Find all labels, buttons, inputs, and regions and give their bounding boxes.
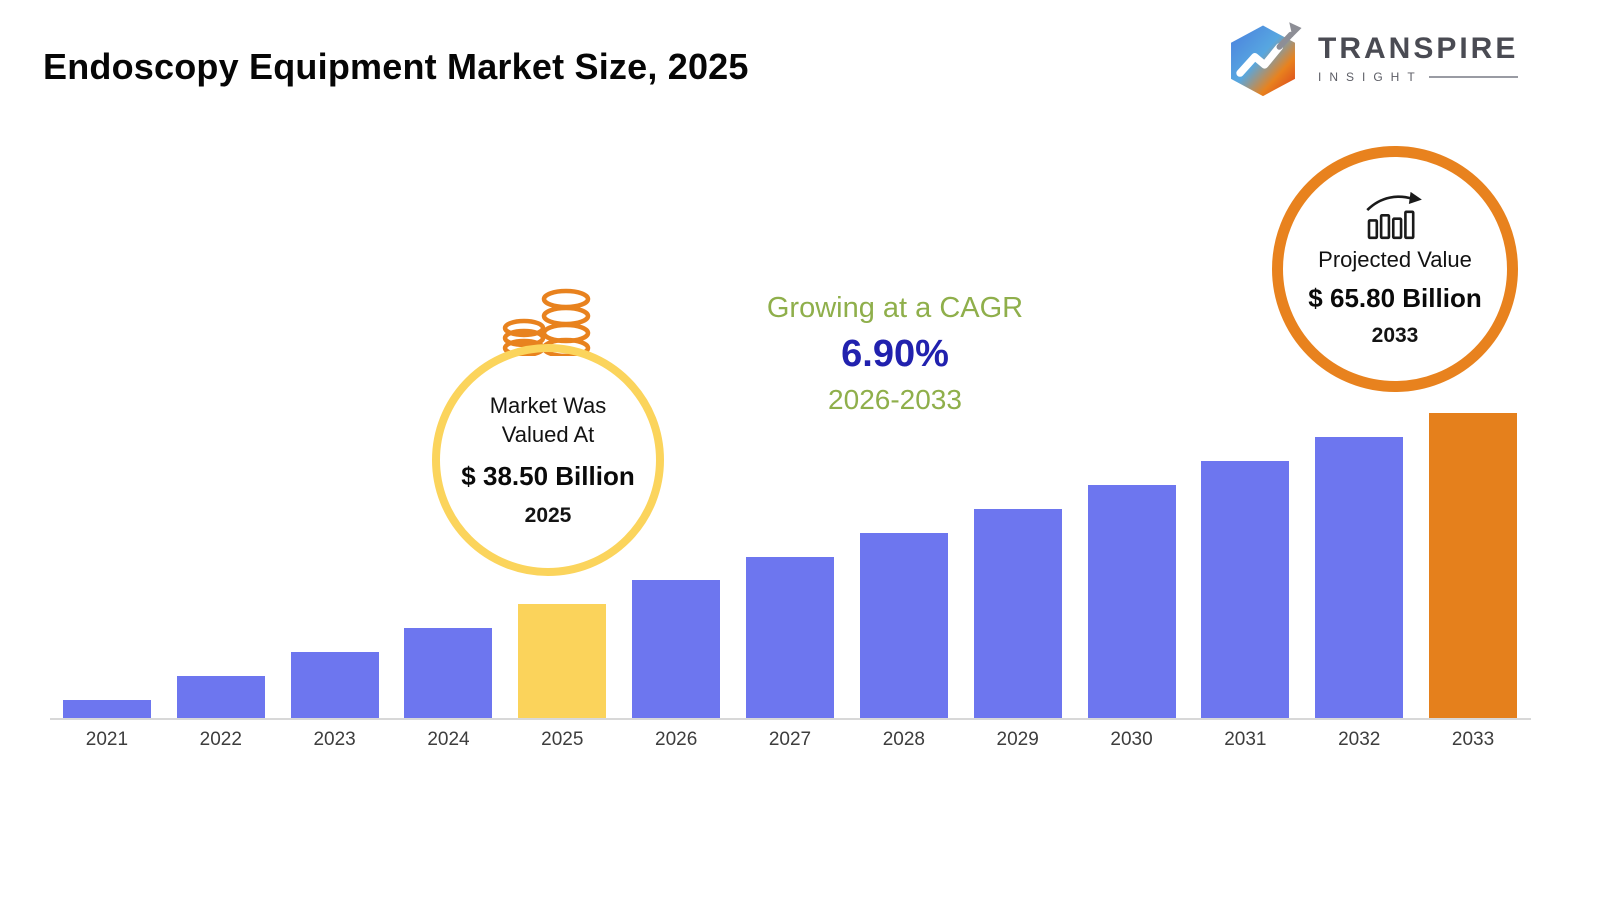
valuation-caption-line1: Market Was: [489, 392, 607, 418]
x-tick-2022: 2022: [199, 729, 242, 750]
bar-2031: [1201, 460, 1290, 718]
bar-2029: [973, 508, 1062, 718]
bar-2022: [176, 676, 265, 718]
cagr-caption: Growing at a CAGR: [766, 292, 1024, 324]
projection-amount: $ 65.80 Billion: [1308, 282, 1482, 313]
page-title: Endoscopy Equipment Market Size, 2025: [43, 46, 749, 87]
valuation-year: 2025: [524, 504, 572, 528]
x-tick-2029: 2029: [996, 729, 1039, 750]
bar-column-2030: [1075, 413, 1189, 718]
projection-label: Projected Value: [1318, 246, 1472, 272]
x-axis-labels: 2021 2022 2023 2024 2025 2026 2027 2028 2029 2030…: [50, 729, 1530, 751]
bar-2024: [404, 628, 493, 718]
bar-column-2028: [847, 413, 961, 718]
x-tick-2023: 2023: [313, 729, 356, 750]
bar-column-2024: [392, 413, 506, 718]
brand-logo-text: TRANSPIRE INSIGHT: [1318, 20, 1518, 84]
brand-logo-icon: [1231, 22, 1302, 97]
cagr-value: 6.90%: [841, 333, 949, 375]
bar-2021: [62, 700, 151, 718]
bar-2030: [1087, 484, 1176, 718]
x-tick-2026: 2026: [655, 729, 698, 750]
bar-column-2026: [619, 413, 733, 718]
bar-column-2022: [164, 413, 278, 718]
bar-2023: [290, 652, 379, 718]
brand-logo: TRANSPIRE INSIGHT: [1222, 20, 1518, 100]
x-tick-2027: 2027: [768, 729, 812, 750]
bar-column-2027: [733, 413, 847, 718]
brand-subtitle: INSIGHT: [1318, 70, 1423, 84]
bar-chart: [50, 413, 1530, 718]
valuation-caption-line2: Valued At: [501, 421, 595, 447]
x-tick-2032: 2032: [1338, 729, 1381, 750]
x-axis-line: [50, 718, 1531, 720]
valuation-circle: Market Was Valued At $ 38.50 Billion 202…: [432, 344, 664, 576]
x-tick-2033: 2033: [1451, 729, 1495, 750]
brand-underline: [1428, 76, 1518, 78]
bar-column-2032: [1302, 413, 1416, 718]
x-tick-2030: 2030: [1110, 729, 1153, 750]
bar-2033: [1429, 413, 1518, 718]
cagr-period: 2026-2033: [828, 384, 962, 415]
bar-column-2033: [1416, 413, 1530, 718]
brand-subtitle-row: INSIGHT: [1318, 70, 1518, 84]
bar-column-2029: [961, 413, 1075, 718]
bar-2025: [518, 604, 607, 718]
valuation-amount: $ 38.50 Billion: [461, 461, 635, 492]
projection-year: 2033: [1371, 323, 1419, 347]
x-tick-2031: 2031: [1224, 729, 1267, 750]
x-tick-2021: 2021: [85, 729, 129, 750]
bar-column-2023: [278, 413, 392, 718]
bar-2032: [1315, 436, 1404, 718]
bar-chart-growth-icon: [1366, 191, 1422, 239]
x-tick-2024: 2024: [427, 729, 470, 750]
brand-name: TRANSPIRE: [1318, 32, 1519, 65]
bar-2027: [745, 556, 834, 718]
bar-column-2031: [1188, 413, 1302, 718]
x-tick-2028: 2028: [882, 729, 925, 750]
bar-2026: [632, 580, 721, 718]
bar-column-2021: [50, 413, 164, 718]
bar-column-2025: [505, 413, 619, 718]
x-tick-2025: 2025: [541, 729, 584, 750]
bar-2028: [859, 532, 948, 718]
projection-circle: Projected Value $ 65.80 Billion 2033: [1272, 146, 1518, 392]
cagr-annotation: Growing at a CAGR 6.90% 2026-2033: [715, 292, 1075, 416]
